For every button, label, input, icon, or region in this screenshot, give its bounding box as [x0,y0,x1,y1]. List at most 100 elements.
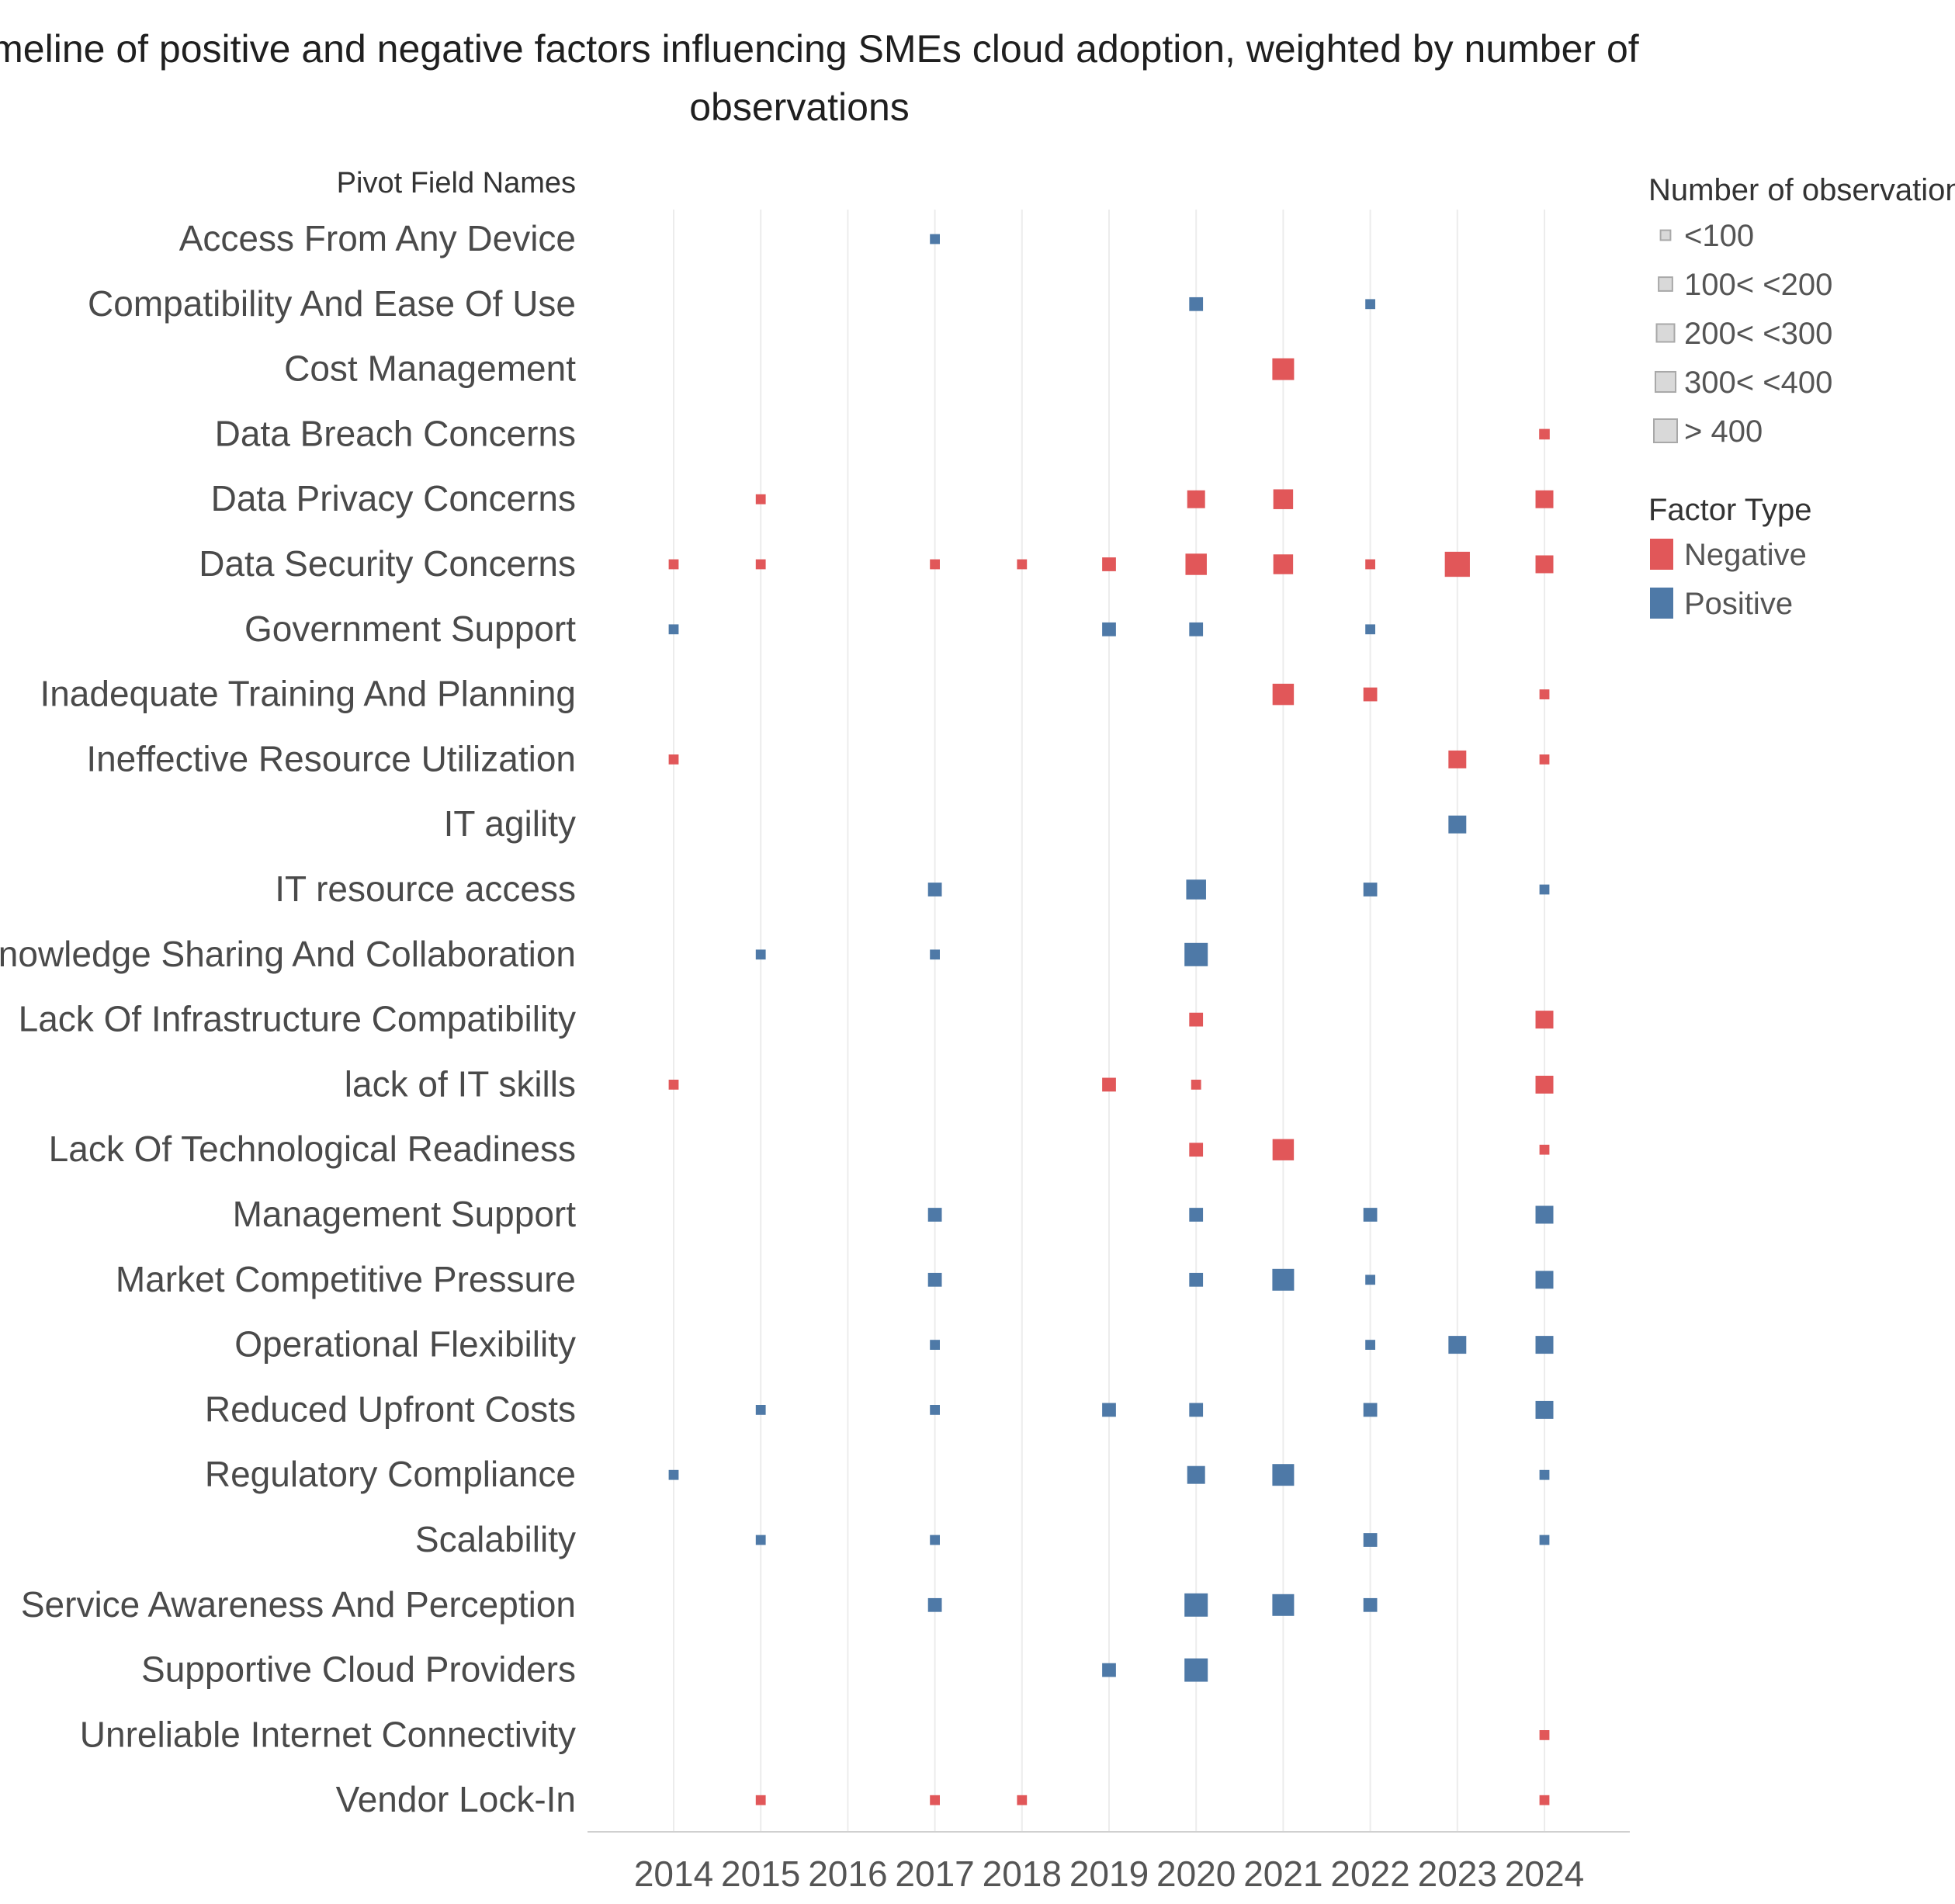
x-tick-2020: 2020 [1156,1854,1236,1894]
legend-size-swatch-2 [1655,323,1676,343]
row-label-compatibility-and-ease-of-use: Compatibility And Ease Of Use [88,283,576,324]
mark-inadequate-training-and-planning-2024 [1539,689,1550,699]
legend-type-label-positive: Positive [1684,587,1793,621]
mark-reduced-upfront-costs-2015 [755,1405,766,1415]
mark-reduced-upfront-costs-2022 [1363,1403,1378,1417]
legend-type-swatch-positive [1650,588,1673,619]
mark-government-support-2022 [1365,624,1375,635]
legend-type-title: Factor Type [1648,493,1811,527]
mark-knowledge-sharing-and-collaboration-2015 [755,949,766,960]
legend-size-swatch-3 [1654,370,1677,394]
row-label-operational-flexibility: Operational Flexibility [234,1324,576,1365]
mark-it-resource-access-2017 [927,883,942,897]
row-label-inadequate-training-and-planning: Inadequate Training And Planning [40,674,576,714]
row-label-data-security-concerns: Data Security Concerns [199,543,576,584]
mark-knowledge-sharing-and-collaboration-2020 [1184,942,1208,966]
mark-reduced-upfront-costs-2019 [1102,1403,1116,1417]
mark-government-support-2020 [1189,622,1204,636]
mark-market-competitive-pressure-2022 [1365,1275,1375,1285]
chart-title-line-1: Timeline of positive and negative factor… [0,27,1639,71]
mark-ineffective-resource-utilization-2014 [668,754,679,765]
mark-supportive-cloud-providers-2020 [1184,1658,1208,1682]
row-label-scalability: Scalability [415,1519,576,1559]
mark-inadequate-training-and-planning-2022 [1363,687,1378,702]
mark-data-security-concerns-2023 [1444,551,1470,577]
mark-vendor-lock-in-2024 [1539,1795,1550,1805]
mark-regulatory-compliance-2020 [1187,1465,1205,1484]
mark-lack-of-it-skills-2014 [668,1080,679,1090]
legend-size-swatch-1 [1658,276,1673,292]
row-label-vendor-lock-in: Vendor Lock-In [336,1779,576,1819]
mark-access-from-any-device-2017 [930,234,940,245]
row-label-it-resource-access: IT resource access [275,869,576,909]
mark-lack-of-it-skills-2020 [1191,1080,1201,1090]
row-label-ineffective-resource-utilization: Ineffective Resource Utilization [86,738,576,779]
row-label-market-competitive-pressure: Market Competitive Pressure [116,1259,576,1299]
mark-data-security-concerns-2022 [1365,559,1375,570]
gridlines [673,210,1545,1832]
mark-scalability-2017 [930,1535,940,1545]
mark-lack-of-infrastructure-compatibility-2020 [1189,1012,1204,1027]
mark-operational-flexibility-2017 [930,1340,940,1350]
row-label-regulatory-compliance: Regulatory Compliance [205,1454,576,1494]
mark-cost-management-2021 [1272,358,1295,380]
mark-scalability-2022 [1363,1533,1378,1547]
x-tick-2017: 2017 [895,1854,974,1894]
row-label-lack-of-technological-readiness: Lack Of Technological Readiness [49,1129,576,1169]
legend-size-swatch-4 [1653,418,1678,443]
mark-data-security-concerns-2019 [1102,557,1116,571]
mark-service-awareness-and-perception-2020 [1184,1593,1208,1617]
mark-vendor-lock-in-2015 [755,1795,766,1805]
legend-size-swatch-0 [1659,229,1672,241]
mark-data-security-concerns-2021 [1273,554,1294,574]
row-label-service-awareness-and-perception: Service Awareness And Perception [21,1584,576,1625]
mark-data-security-concerns-2018 [1017,559,1028,570]
mark-scalability-2024 [1539,1535,1550,1545]
x-tick-2019: 2019 [1069,1854,1149,1894]
legend-size-label-1: 100< <200 [1684,268,1832,302]
mark-management-support-2022 [1363,1208,1378,1222]
row-label-lack-of-it-skills: lack of IT skills [345,1063,576,1104]
chart-title-line-2: observations [689,85,910,129]
mark-reduced-upfront-costs-2020 [1189,1403,1204,1417]
mark-supportive-cloud-providers-2019 [1102,1663,1116,1677]
mark-unreliable-internet-connectivity-2024 [1539,1730,1550,1740]
mark-service-awareness-and-perception-2021 [1272,1594,1295,1616]
row-label-lack-of-infrastructure-compatibility: Lack Of Infrastructure Compatibility [19,999,576,1039]
x-tick-2016: 2016 [808,1854,887,1894]
row-labels: Access From Any Device Compatibility And … [0,218,576,1819]
legend-type-swatch-negative [1650,539,1673,570]
x-tick-2014: 2014 [634,1854,713,1894]
legend-size-label-3: 300< <400 [1684,366,1832,400]
mark-management-support-2020 [1189,1208,1204,1222]
mark-lack-of-it-skills-2019 [1102,1077,1116,1092]
mark-regulatory-compliance-2014 [668,1469,679,1480]
mark-scalability-2015 [755,1535,766,1545]
row-label-cost-management: Cost Management [284,349,576,389]
legend-size-items: <100 100< <200 200< <300 300< <400 > 400 [1653,219,1832,449]
mark-regulatory-compliance-2021 [1272,1464,1295,1486]
x-tick-2015: 2015 [721,1854,800,1894]
chart-title: Timeline of positive and negative factor… [0,27,1639,129]
mark-regulatory-compliance-2024 [1539,1469,1550,1480]
mark-data-privacy-concerns-2020 [1187,490,1205,508]
row-label-it-agility: IT agility [444,803,576,844]
mark-data-security-concerns-2024 [1535,555,1554,574]
mark-it-resource-access-2024 [1539,884,1550,895]
legend-size-label-2: 200< <300 [1684,317,1832,351]
mark-it-resource-access-2020 [1186,879,1206,900]
x-tick-2024: 2024 [1505,1854,1584,1894]
mark-it-resource-access-2022 [1363,883,1378,897]
mark-market-competitive-pressure-2024 [1535,1271,1554,1289]
x-tick-2021: 2021 [1243,1854,1322,1894]
mark-inadequate-training-and-planning-2021 [1272,683,1295,706]
legend-type-label-negative: Negative [1684,538,1807,572]
mark-ineffective-resource-utilization-2024 [1539,754,1550,765]
mark-vendor-lock-in-2018 [1017,1795,1028,1805]
mark-ineffective-resource-utilization-2023 [1448,750,1467,768]
mark-market-competitive-pressure-2017 [927,1272,942,1287]
mark-lack-of-technological-readiness-2021 [1272,1139,1295,1160]
mark-knowledge-sharing-and-collaboration-2017 [930,949,940,960]
legend-type-items: Negative Positive [1650,538,1807,621]
